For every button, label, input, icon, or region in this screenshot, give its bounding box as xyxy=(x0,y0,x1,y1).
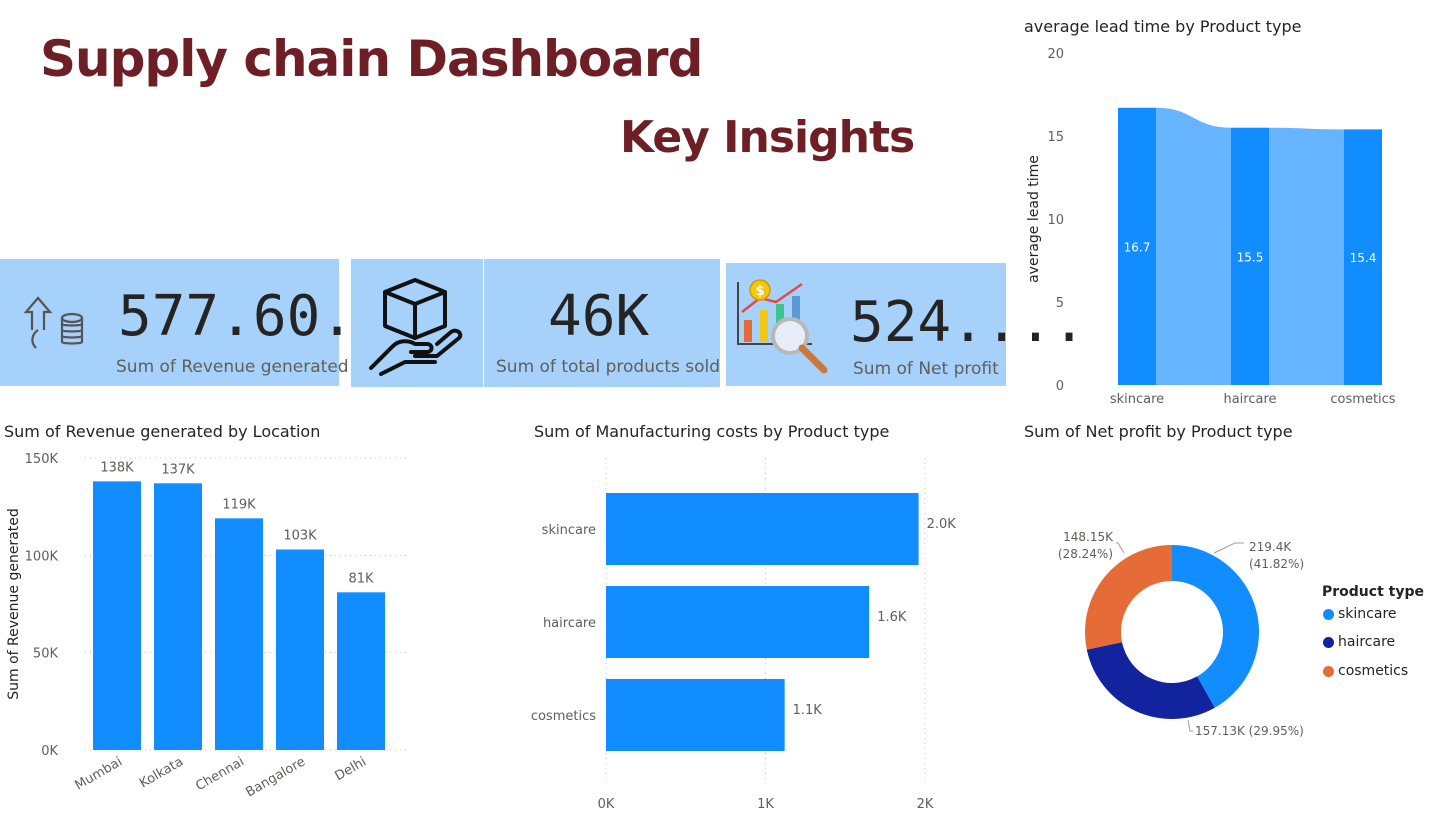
bar-delhi xyxy=(337,592,385,750)
data-label: 81K xyxy=(348,571,374,586)
y-axis-label: Sum of Revenue generated xyxy=(6,508,22,700)
x-tick-label: 2K xyxy=(917,797,934,812)
legend-label: skincare xyxy=(1338,606,1397,622)
legend-item-haircare[interactable]: haircare xyxy=(1323,634,1395,650)
legend-dot-icon xyxy=(1323,608,1334,620)
donut-legend-title: Product type xyxy=(1322,584,1424,600)
leader-line xyxy=(1213,542,1244,554)
x-tick-label: Mumbai xyxy=(73,754,125,793)
data-label: 103K xyxy=(283,528,317,543)
kpi-card-revenue[interactable] xyxy=(0,259,339,386)
bar-bangalore xyxy=(276,549,324,750)
revenue-coins-icon xyxy=(24,296,84,349)
manufacturing-costs-chart: 0K 1K 2K skincare 2.0K haircare 1.6K cosmetics 1… xyxy=(531,458,957,812)
y-tick-label: 0 xyxy=(1056,379,1064,394)
y-tick-label: haircare xyxy=(543,616,596,631)
slice-skincare xyxy=(1172,545,1259,708)
x-tick-label: Bangalore xyxy=(243,754,308,800)
svg-text:$: $ xyxy=(755,284,764,299)
y-tick-label: skincare xyxy=(542,523,596,538)
bar-haircare xyxy=(606,586,870,658)
x-tick-label: skincare xyxy=(1110,392,1164,407)
data-label: (28.24%) xyxy=(1058,547,1113,561)
kpi-card-products[interactable] xyxy=(484,259,720,387)
leader-line xyxy=(1116,542,1125,554)
x-tick-label: cosmetics xyxy=(1330,392,1395,407)
x-tick-label: Chennai xyxy=(193,754,247,794)
bar-haircare xyxy=(1231,127,1269,385)
kpi-products-label: Sum of total products sold xyxy=(496,357,721,377)
kpi-revenue-label: Sum of Revenue generated xyxy=(116,357,349,377)
dashboard-title: Supply chain Dashboard xyxy=(40,30,703,88)
net-profit-chart-title: Sum of Net profit by Product type xyxy=(1024,422,1293,441)
kpi-card-net-profit[interactable] xyxy=(726,263,1006,386)
legend-dot-icon xyxy=(1323,665,1334,677)
y-tick-label: 5 xyxy=(1056,296,1064,311)
y-tick-label: 15 xyxy=(1047,130,1064,145)
bar-skincare xyxy=(1118,107,1156,385)
revenue-location-chart: 0K 50K 100K 150K Sum of Revenue generated 138… xyxy=(6,452,410,800)
y-tick-label: cosmetics xyxy=(531,709,596,724)
legend-label: haircare xyxy=(1338,634,1396,650)
legend-item-skincare[interactable]: skincare xyxy=(1323,606,1397,622)
ribbon-band xyxy=(1156,107,1231,385)
data-label: 15.5 xyxy=(1237,250,1264,264)
y-tick-label: 0K xyxy=(41,744,58,759)
data-label: 148.15K xyxy=(1063,530,1114,544)
kpi-products-value: 46K xyxy=(548,284,650,349)
slice-haircare xyxy=(1086,642,1215,719)
x-tick-label: 1K xyxy=(757,797,774,812)
legend-label: cosmetics xyxy=(1338,663,1409,679)
y-tick-label: 50K xyxy=(33,647,59,662)
data-label: (41.82%) xyxy=(1249,557,1304,571)
lead-time-chart: 0 5 10 15 20 average lead time 16.7 skincare 15.… xyxy=(1026,47,1396,407)
leader-line xyxy=(1187,719,1193,732)
legend-dot-icon xyxy=(1323,636,1334,648)
data-label: 138K xyxy=(100,460,134,475)
data-label: 1.6K xyxy=(877,610,907,625)
x-tick-label: haircare xyxy=(1223,392,1276,407)
bar-kolkata xyxy=(154,483,202,750)
x-tick-label: 0K xyxy=(598,797,615,812)
data-label: 16.7 xyxy=(1124,240,1151,254)
legend-item-cosmetics[interactable]: cosmetics xyxy=(1323,663,1408,679)
ribbon-band xyxy=(1269,127,1344,385)
revenue-location-chart-title: Sum of Revenue generated by Location xyxy=(4,422,321,441)
data-label: 1.1K xyxy=(793,703,823,718)
profit-chart-magnifier-icon: $ xyxy=(737,279,828,374)
bar-cosmetics xyxy=(1344,129,1382,385)
data-label: 2.0K xyxy=(927,517,957,532)
manufacturing-chart-title: Sum of Manufacturing costs by Product ty… xyxy=(534,422,890,441)
lead-time-chart-title: average lead time by Product type xyxy=(1024,17,1302,36)
bar-chennai xyxy=(215,518,263,750)
y-axis-label: average lead time xyxy=(1026,155,1042,283)
box-hand-icon xyxy=(369,278,463,376)
y-tick-label: 150K xyxy=(25,452,59,467)
bar-skincare xyxy=(606,493,919,565)
data-label: 137K xyxy=(161,462,195,477)
x-tick-label: Kolkata xyxy=(137,754,186,791)
y-tick-label: 10 xyxy=(1047,213,1064,228)
x-tick-label: Delhi xyxy=(333,754,369,784)
bar-mumbai xyxy=(93,481,141,750)
slice-cosmetics xyxy=(1085,545,1172,650)
kpi-net-profit-label: Sum of Net profit xyxy=(853,359,999,379)
data-label: 219.4K xyxy=(1249,540,1292,554)
key-insights-heading: Key Insights xyxy=(620,112,915,163)
bar-cosmetics xyxy=(606,679,785,751)
data-label: 15.4 xyxy=(1350,251,1377,265)
y-tick-label: 100K xyxy=(25,549,59,564)
kpi-net-profit-value: 524.... xyxy=(850,290,1087,355)
data-label: 119K xyxy=(222,497,256,512)
net-profit-donut-chart: 219.4K (41.82%) 157.13K (29.95%) 148.15K (28… xyxy=(1058,530,1304,738)
data-label: 157.13K (29.95%) xyxy=(1195,724,1304,738)
y-tick-label: 20 xyxy=(1047,47,1064,62)
